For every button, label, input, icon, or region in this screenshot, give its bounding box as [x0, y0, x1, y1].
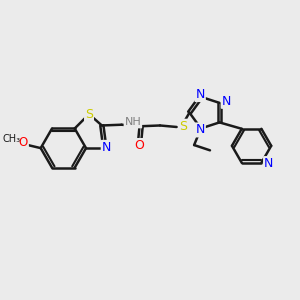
Text: S: S	[179, 120, 187, 133]
Text: O: O	[135, 139, 145, 152]
Text: N: N	[222, 95, 231, 108]
Text: NH: NH	[124, 118, 141, 128]
Text: N: N	[196, 123, 205, 136]
Text: N: N	[102, 141, 111, 154]
Text: CH₃: CH₃	[3, 134, 21, 144]
Text: N: N	[264, 157, 273, 170]
Text: S: S	[85, 108, 93, 121]
Text: O: O	[19, 136, 28, 149]
Text: N: N	[196, 88, 205, 101]
